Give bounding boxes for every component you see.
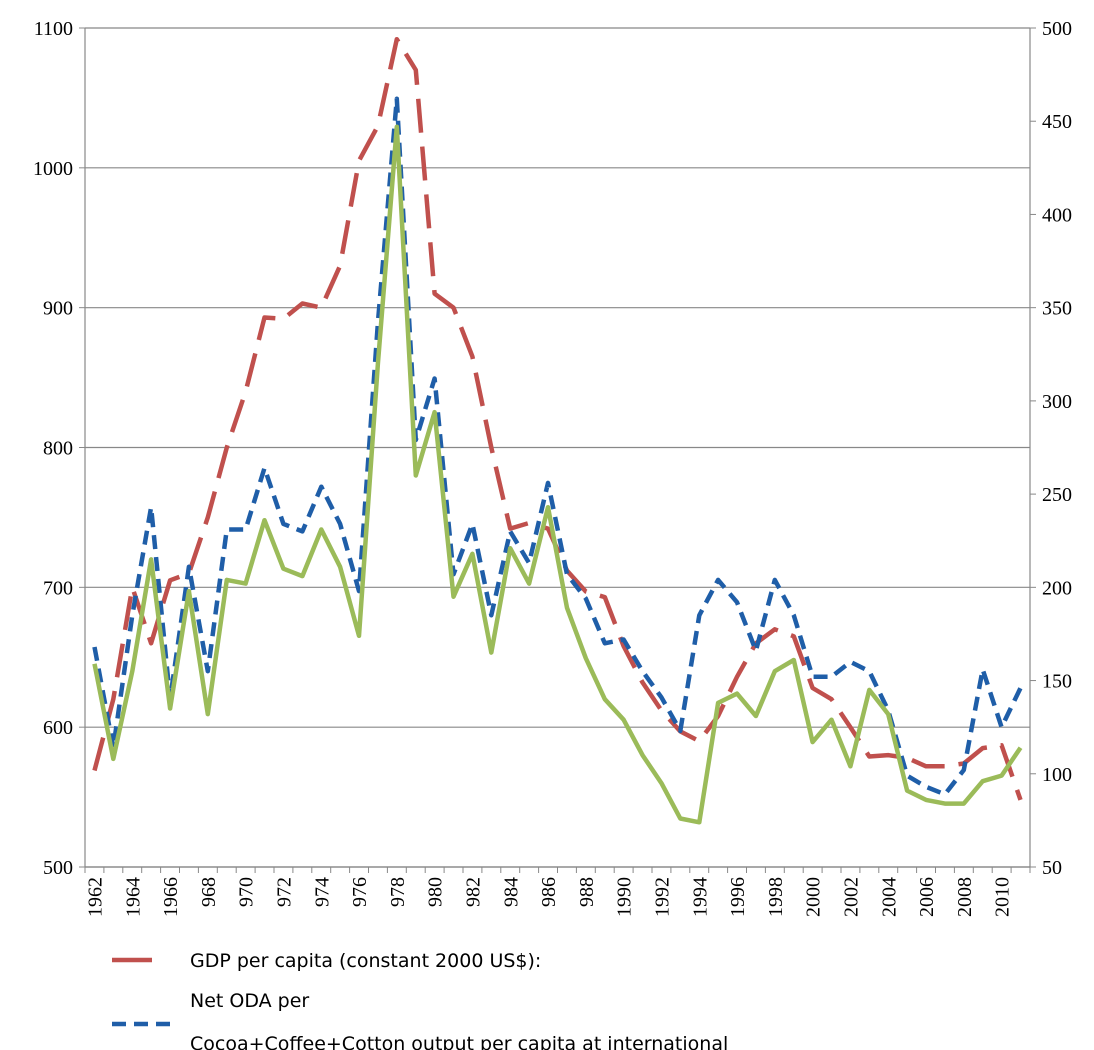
x-tick-label: 972 bbox=[273, 877, 295, 907]
x-tick-label: 1996 bbox=[727, 877, 749, 917]
x-tick-label: 1990 bbox=[614, 877, 636, 917]
x-tick-label: 968 bbox=[198, 877, 220, 907]
y2-tick-label: 250 bbox=[1042, 484, 1072, 506]
y2-tick-label: 400 bbox=[1042, 204, 1072, 226]
x-tick-label: 2000 bbox=[803, 877, 825, 917]
x-tick-label: 1992 bbox=[651, 877, 673, 917]
x-tick-label: 2002 bbox=[840, 877, 862, 917]
x-tick-label: 2004 bbox=[878, 877, 900, 917]
x-tick-label: 1966 bbox=[160, 877, 182, 917]
series-line bbox=[92, 124, 1023, 825]
y-tick-label: 1100 bbox=[34, 18, 73, 40]
legend-label: Net ODA per bbox=[190, 990, 309, 1012]
x-tick-label: 2008 bbox=[954, 877, 976, 917]
x-tick-label: 980 bbox=[425, 877, 447, 907]
y2-tick-label: 300 bbox=[1042, 391, 1072, 413]
y2-tick-label: 350 bbox=[1042, 298, 1072, 320]
legend-label: GDP per capita (constant 2000 US$): bbox=[190, 950, 541, 972]
x-tick-label: 976 bbox=[349, 877, 371, 907]
x-tick-label: 982 bbox=[462, 877, 484, 907]
y-tick-label: 500 bbox=[43, 857, 73, 879]
x-tick-label: 2006 bbox=[916, 877, 938, 917]
y2-tick-label: 100 bbox=[1042, 764, 1072, 786]
y2-tick-label: 50 bbox=[1042, 857, 1062, 879]
y-tick-label: 900 bbox=[43, 298, 73, 320]
y-tick-label: 800 bbox=[43, 438, 73, 460]
x-tick-label: 974 bbox=[311, 877, 333, 907]
y2-tick-label: 500 bbox=[1042, 18, 1072, 40]
legend-label: Cocoa+Coffee+Cotton output per capita at… bbox=[190, 1033, 728, 1050]
y-tick-label: 1000 bbox=[33, 158, 73, 180]
x-tick-label: 1994 bbox=[689, 877, 711, 917]
y2-tick-label: 200 bbox=[1042, 577, 1072, 599]
x-tick-label: 978 bbox=[387, 877, 409, 907]
x-tick-label: 986 bbox=[538, 877, 560, 907]
y-tick-label: 700 bbox=[43, 577, 73, 599]
x-tick-label: 1962 bbox=[84, 877, 106, 917]
y-tick-label: 600 bbox=[43, 717, 73, 739]
y2-tick-label: 450 bbox=[1042, 111, 1072, 133]
series-line bbox=[92, 96, 1023, 797]
x-tick-label: 1964 bbox=[122, 877, 144, 917]
x-tick-label: 2010 bbox=[992, 877, 1014, 917]
x-tick-label: 984 bbox=[500, 877, 522, 907]
y2-tick-label: 150 bbox=[1042, 671, 1072, 693]
x-tick-label: 988 bbox=[576, 877, 598, 907]
x-tick-label: 970 bbox=[236, 877, 258, 907]
x-tick-label: 1998 bbox=[765, 877, 787, 917]
series-line bbox=[92, 36, 1023, 801]
